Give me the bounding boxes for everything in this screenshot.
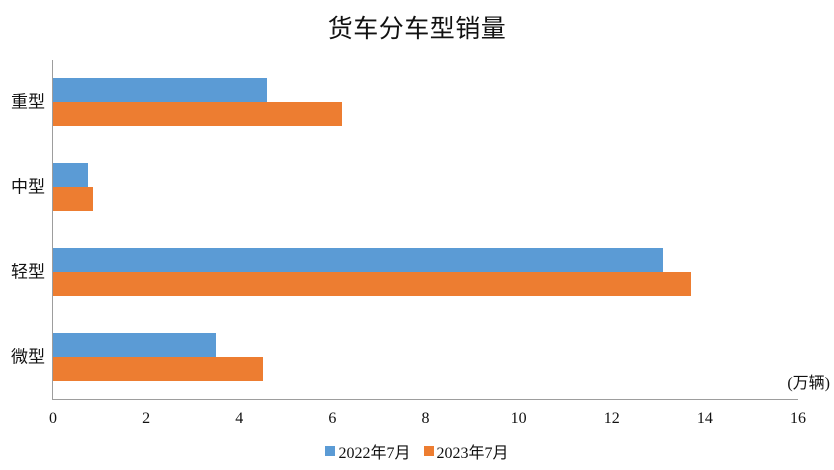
x-axis-tick-16: 16 <box>790 410 806 427</box>
plot-area: 重型中型轻型微型 0 2 4 6 8 10 12 14 16 <box>11 60 806 427</box>
x-axis-tick-12: 12 <box>603 410 620 427</box>
x-axis-tick-14: 14 <box>696 410 713 427</box>
legend-item-2022: 2022年7月 <box>325 439 411 463</box>
x-axis-tick-10: 10 <box>510 410 527 427</box>
bar-series0-cat0 <box>53 78 268 103</box>
bar-series1-cat0 <box>53 102 342 127</box>
x-axis-unit-label: (万辆) <box>787 375 830 392</box>
legend-label-2022: 2022年7月 <box>338 445 411 462</box>
y-axis-label-cat3: 微型 <box>11 347 45 367</box>
legend-swatch-2022-icon <box>325 446 336 456</box>
legend: 2022年7月 2023年7月 <box>0 439 834 463</box>
x-axis-tick-6: 6 <box>328 410 337 427</box>
legend-item-2023: 2023年7月 <box>423 439 509 463</box>
y-axis-label-cat2: 轻型 <box>11 262 45 282</box>
chart-title: 货车分车型销量 <box>327 16 507 43</box>
x-axis-tick-0: 0 <box>49 410 57 427</box>
x-axis-tick-8: 8 <box>421 410 430 427</box>
legend-swatch-2023-icon <box>423 446 434 456</box>
bar-series0-cat1 <box>53 163 88 188</box>
bar-series1-cat1 <box>53 187 93 212</box>
legend-label-2023: 2023年7月 <box>436 445 509 462</box>
y-axis-label-cat0: 重型 <box>11 92 45 112</box>
bar-series1-cat2 <box>53 271 691 296</box>
x-axis-tick-2: 2 <box>142 410 151 427</box>
bar-series0-cat2 <box>53 247 663 272</box>
bar-series0-cat3 <box>53 332 216 357</box>
y-axis-label-cat1: 中型 <box>11 177 45 197</box>
bar-series1-cat3 <box>53 356 263 381</box>
x-axis-tick-4: 4 <box>235 410 244 427</box>
